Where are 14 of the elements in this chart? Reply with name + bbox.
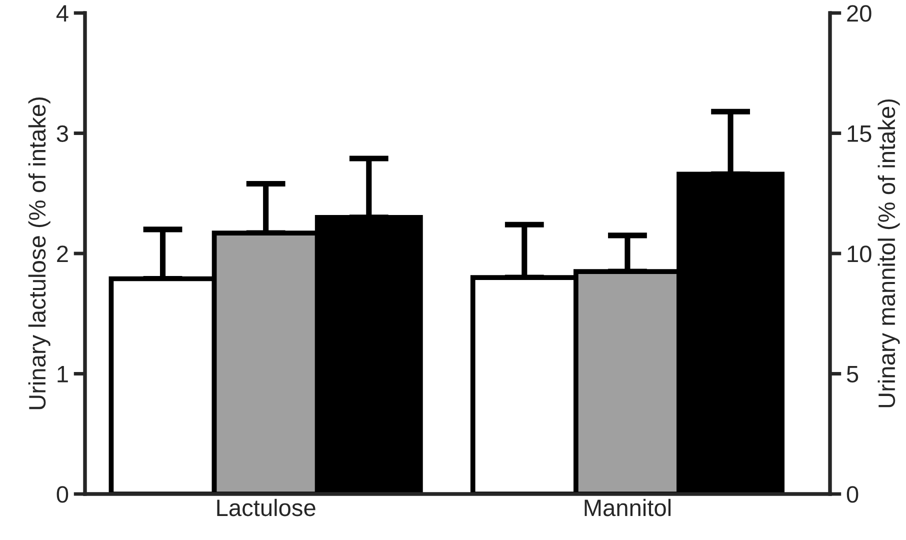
y2-tick-label: 10 (848, 246, 872, 262)
y-tick-label: 2 (57, 246, 68, 262)
y2-tick-label: 5 (846, 366, 858, 383)
y2-axis-title: Urinary mannitol (% of intake) (878, 99, 900, 408)
x-tick-label: Lactulose (217, 498, 316, 516)
y-tick-label: 3 (56, 125, 68, 142)
y2-tick-label: 20 (847, 5, 872, 22)
y2-tick-label: 0 (846, 486, 858, 503)
y-tick-label: 1 (58, 366, 68, 382)
x-tick-label: Mannitol (584, 498, 671, 516)
y-tick-label: 0 (56, 486, 68, 503)
y2-tick-label: 15 (848, 126, 872, 142)
y-tick-label: 4 (56, 5, 68, 22)
y-axis-title: Urinary lactulose (% of intake) (28, 97, 50, 410)
